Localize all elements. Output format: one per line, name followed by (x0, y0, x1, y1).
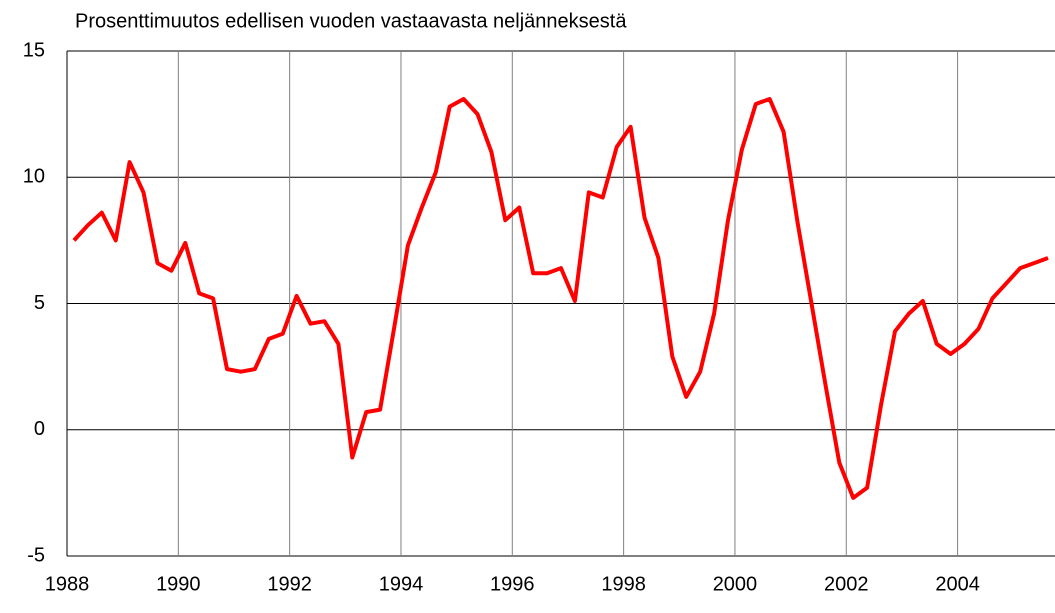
y-tick-label: -5 (27, 544, 45, 566)
y-tick-label: 5 (34, 292, 45, 314)
x-tick-label: 1996 (490, 573, 535, 595)
y-tick-label: 15 (23, 39, 45, 61)
x-tick-label: 2004 (935, 573, 980, 595)
x-tick-label: 2002 (824, 573, 869, 595)
x-tick-label: 2000 (713, 573, 758, 595)
y-tick-label: 10 (23, 166, 45, 188)
x-tick-label: 1994 (379, 573, 424, 595)
chart-title: Prosenttimuutos edellisen vuoden vastaav… (75, 10, 627, 32)
data-line (72, 97, 1049, 500)
x-tick-label: 1988 (45, 573, 90, 595)
y-tick-label: 0 (34, 418, 45, 440)
x-tick-label: 1998 (601, 573, 646, 595)
x-tick-label: 1990 (156, 573, 201, 595)
x-tick-label: 1992 (267, 573, 312, 595)
